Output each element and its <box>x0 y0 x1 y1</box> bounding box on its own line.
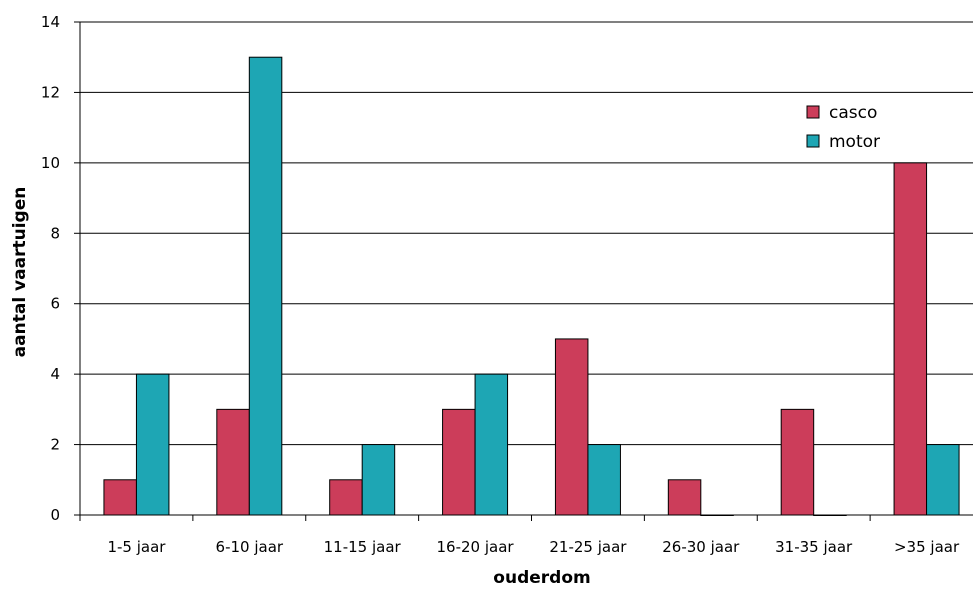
y-tick-label: 14 <box>41 13 60 31</box>
bar-motor-7 <box>926 444 960 516</box>
bar-motor-3 <box>474 373 509 516</box>
gridlines <box>80 21 973 446</box>
bars <box>103 56 960 516</box>
axes <box>79 22 973 516</box>
bar-casco-2 <box>329 479 363 516</box>
legend-label-casco: casco <box>829 103 877 123</box>
y-tick-label: 4 <box>50 365 60 383</box>
bar-casco-4 <box>554 338 589 516</box>
legend-label-motor: motor <box>829 132 880 152</box>
legend: casco motor <box>806 103 880 152</box>
y-axis-title: aantal vaartuigen <box>10 187 30 358</box>
y-tick-label: 8 <box>50 224 60 242</box>
y-tick-label: 12 <box>41 83 60 101</box>
bar-casco-5 <box>667 479 702 516</box>
bar-motor-2 <box>361 444 396 516</box>
bar-casco-6 <box>780 408 815 516</box>
y-tick-label: 6 <box>50 295 60 313</box>
bar-casco-1 <box>216 408 250 516</box>
y-tick-labels: 0 2 4 6 8 10 12 14 <box>41 13 80 524</box>
bar-motor-0 <box>135 373 170 516</box>
bar-casco-0 <box>103 479 137 516</box>
x-tick-label: 11-15 jaar <box>324 538 402 556</box>
bar-motor-4 <box>587 444 621 516</box>
legend-swatch-motor <box>806 134 820 148</box>
bar-casco-7 <box>893 162 928 516</box>
x-tick-label: 26-30 jaar <box>662 538 740 556</box>
bar-casco-3 <box>442 408 476 516</box>
x-tick-labels: 1-5 jaar 6-10 jaar 11-15 jaar 16-20 jaar 21-… <box>79 515 960 556</box>
x-tick-label: 31-35 jaar <box>775 538 853 556</box>
y-tick-label: 0 <box>50 506 60 524</box>
x-tick-label: 16-20 jaar <box>437 538 515 556</box>
bar-motor-1 <box>248 56 283 516</box>
y-tick-label: 10 <box>41 154 60 172</box>
y-tick-label: 2 <box>50 436 60 454</box>
x-tick-label: >35 jaar <box>894 538 960 556</box>
x-tick-label: 21-25 jaar <box>549 538 627 556</box>
legend-swatch-casco <box>806 105 820 119</box>
x-axis-title: ouderdom <box>493 568 590 588</box>
x-tick-label: 1-5 jaar <box>107 538 166 556</box>
x-tick-label: 6-10 jaar <box>216 538 284 556</box>
